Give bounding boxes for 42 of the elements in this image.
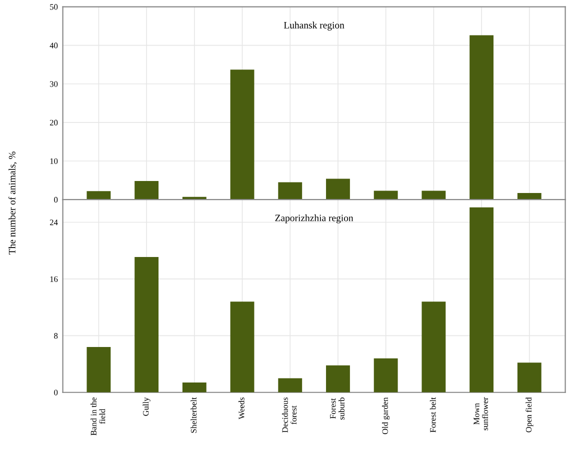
bar [230,302,254,392]
bar [182,382,206,392]
y-tick-label: 24 [50,220,58,226]
annotation: Luhansk region [284,22,344,30]
x-tick-label: Deciduous forest [282,398,297,433]
x-tick-label: Forest belt [430,397,436,432]
bar [230,70,254,200]
y-tick-label: 0 [54,196,58,203]
x-tick-label: Open field [526,397,534,432]
bar [374,190,398,200]
x-tick-label: Mown sunflower [474,397,488,430]
bar [470,207,494,392]
bar [517,362,542,392]
y-tick-label: 10 [50,158,58,164]
y-tick-label: 8 [54,333,58,339]
y-tick-label: 30 [50,81,58,87]
y-tick-label: 16 [50,276,58,282]
bar [278,378,302,392]
bar [422,302,446,392]
x-tick-label: Forest suburb [330,398,344,420]
bar [374,358,398,392]
y-tick-label: 40 [50,42,58,48]
bar [470,35,494,200]
y-tick-label: 20 [50,120,58,126]
bar [86,191,111,200]
x-tick-label: Band in the field [90,398,106,436]
bar [134,181,159,200]
bar [86,347,111,392]
bar [517,193,542,200]
bar [278,182,302,200]
y-axis-title: The number of animals, % [8,152,17,254]
y-tick-label: 0 [54,390,58,396]
annotation: Zaporizhzhia region [275,214,354,224]
x-tick-label: Weeds [238,398,244,420]
bar [326,178,350,200]
bar [326,365,350,392]
y-tick-label: 50 [50,4,58,10]
bar [422,190,446,200]
x-tick-label: Gully [142,397,150,416]
bar [134,256,159,392]
x-tick-label: Old garden [382,397,390,434]
x-tick-label: Shelterbelt [190,397,196,433]
